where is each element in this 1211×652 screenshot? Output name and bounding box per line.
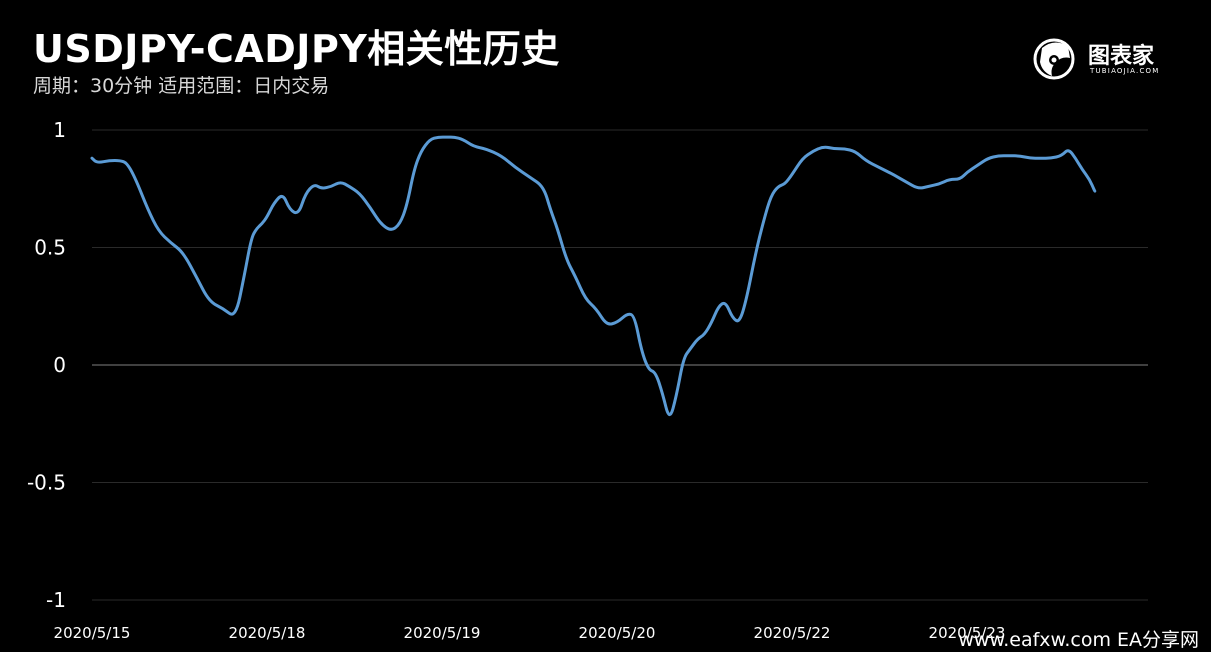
site-watermark: www.eafxw.com EA分享网 bbox=[958, 629, 1199, 651]
brand-name: 图表家 bbox=[1088, 44, 1155, 69]
x-tick-label: 2020/5/18 bbox=[229, 624, 306, 642]
tubiaojia-logo-icon bbox=[1033, 38, 1075, 80]
brand-logo: 图表家 TUBIAOJIA.COM bbox=[1032, 36, 1172, 82]
x-tick-label: 2020/5/15 bbox=[54, 624, 131, 642]
y-tick-label: 0.5 bbox=[34, 236, 66, 260]
brand-subtext: TUBIAOJIA.COM bbox=[1090, 67, 1160, 75]
y-tick-label: -1 bbox=[46, 588, 66, 612]
y-axis-ticks: 1 0.5 0 -0.5 -1 bbox=[27, 118, 66, 612]
grid-lines bbox=[92, 129, 1148, 601]
y-tick-label: 1 bbox=[53, 118, 66, 142]
x-tick-label: 2020/5/20 bbox=[579, 624, 656, 642]
chart-subtitle: 周期：30分钟 适用范围：日内交易 bbox=[33, 75, 330, 97]
chart-title: USDJPY-CADJPY相关性历史 bbox=[33, 27, 560, 71]
x-tick-label: 2020/5/23 bbox=[929, 624, 1006, 642]
series-layer bbox=[90, 135, 1097, 417]
x-tick-label: 2020/5/19 bbox=[404, 624, 481, 642]
y-tick-label: -0.5 bbox=[27, 471, 66, 495]
y-tick-label: 0 bbox=[53, 353, 66, 377]
x-tick-label: 2020/5/22 bbox=[754, 624, 831, 642]
series-line bbox=[90, 135, 1097, 417]
x-axis-ticks: 2020/5/15 2020/5/18 2020/5/19 2020/5/20 2020… bbox=[54, 624, 1006, 642]
